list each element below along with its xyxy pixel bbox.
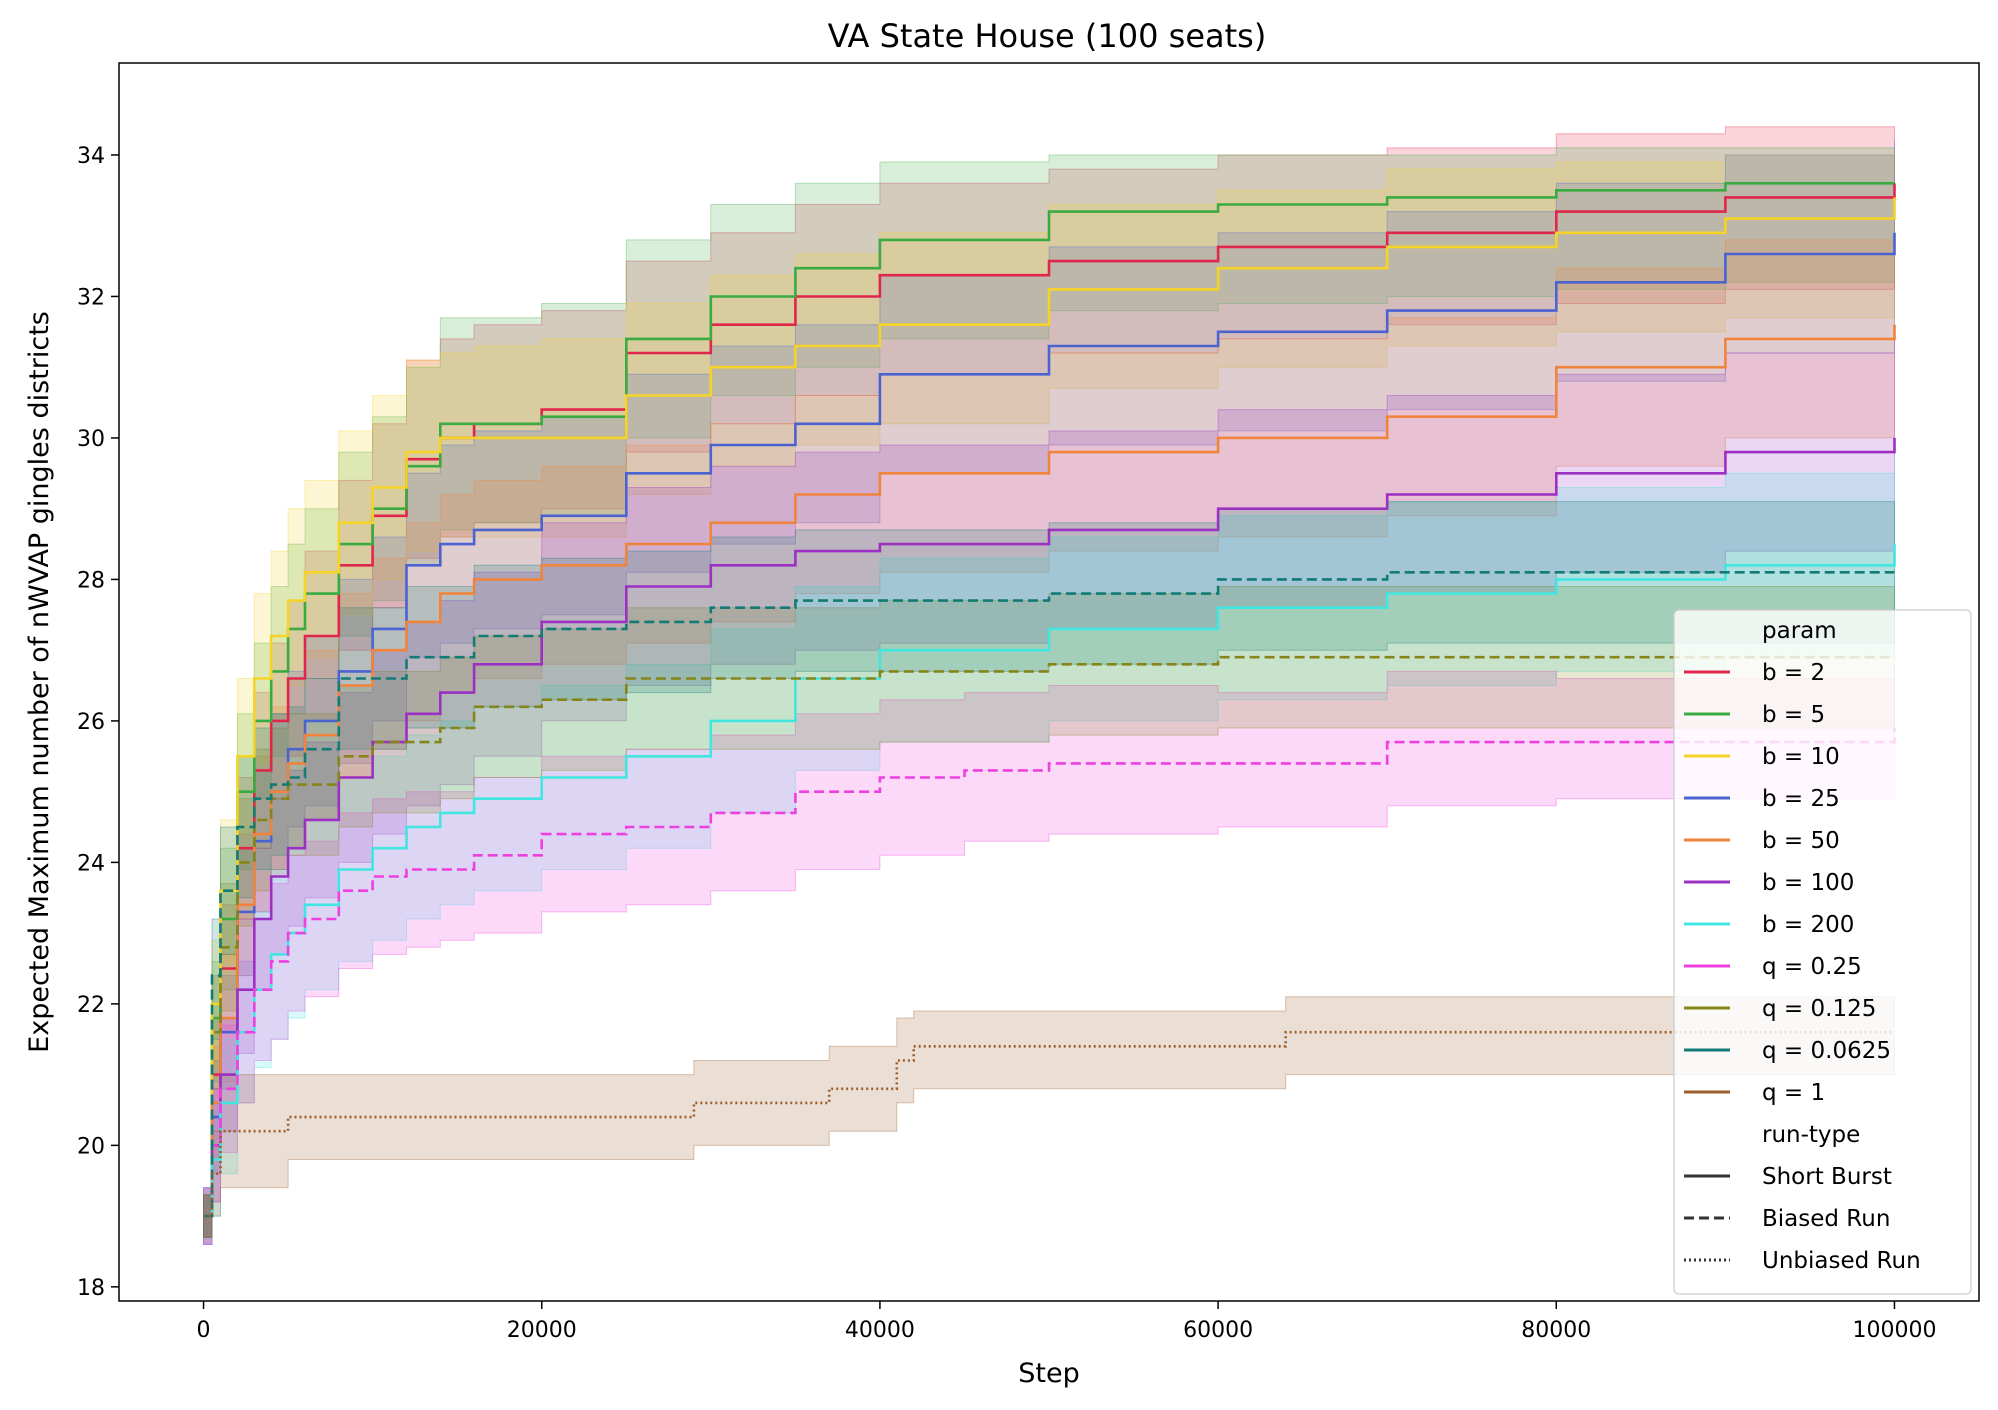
legend-label-6: b = 200 bbox=[1762, 912, 1854, 938]
y-axis: 18 20 22 24 26 28 30 32 34 bbox=[77, 144, 119, 1301]
y-tick-label-3: 24 bbox=[77, 851, 105, 876]
legend-label-4: b = 50 bbox=[1762, 828, 1840, 854]
x-tick-label-0: 0 bbox=[197, 1318, 211, 1343]
y-tick-label-5: 28 bbox=[77, 568, 105, 593]
y-tick-label-7: 32 bbox=[77, 285, 105, 310]
y-tick-label-0: 18 bbox=[77, 1276, 105, 1301]
legend-label-7: q = 0.25 bbox=[1762, 954, 1862, 980]
legend-label-1: b = 5 bbox=[1762, 702, 1825, 728]
x-tick-label-1: 20000 bbox=[507, 1318, 577, 1343]
y-axis-label: Expected Maximum number of nWVAP gingles… bbox=[24, 311, 55, 1053]
legend-title-param: param bbox=[1762, 618, 1837, 644]
y-tick-label-6: 30 bbox=[77, 427, 105, 452]
legend-label-3: b = 25 bbox=[1762, 786, 1840, 812]
series-line-8 bbox=[203, 655, 1895, 1218]
y-tick-label-4: 26 bbox=[77, 710, 105, 735]
y-tick-label-2: 22 bbox=[77, 993, 105, 1018]
legend-label-2: b = 10 bbox=[1762, 744, 1840, 770]
x-tick-label-3: 60000 bbox=[1183, 1318, 1253, 1343]
series-line-7 bbox=[203, 728, 1896, 1218]
series-line-5 bbox=[203, 437, 1896, 1218]
legend-label-0: b = 2 bbox=[1762, 660, 1825, 686]
chart-title: VA State House (100 seats) bbox=[828, 17, 1267, 55]
legend-label-10: q = 1 bbox=[1762, 1080, 1825, 1106]
y-tick-label-8: 34 bbox=[77, 144, 105, 169]
legend-label-8: q = 0.125 bbox=[1762, 996, 1876, 1022]
series-line-2 bbox=[203, 197, 1896, 1218]
x-tick-label-4: 80000 bbox=[1521, 1318, 1591, 1343]
y-tick-label-1: 20 bbox=[77, 1134, 105, 1159]
legend-label-5: b = 100 bbox=[1762, 870, 1854, 896]
legend-runtype-label-0: Short Burst bbox=[1762, 1164, 1892, 1190]
series-lines bbox=[203, 182, 1896, 1218]
legend-runtype-label-2: Unbiased Run bbox=[1762, 1248, 1921, 1274]
series-line-1 bbox=[203, 182, 1895, 1218]
legend-box bbox=[1673, 609, 1972, 1295]
x-tick-label-2: 40000 bbox=[845, 1318, 915, 1343]
legend-label-9: q = 0.0625 bbox=[1762, 1038, 1891, 1064]
legend: param b = 2 b = 5 b = 10 b = 25 b = 50 b = 100… bbox=[1673, 609, 1972, 1295]
legend-title-run-type: run-type bbox=[1762, 1122, 1860, 1148]
legend-runtype-label-1: Biased Run bbox=[1762, 1206, 1890, 1232]
x-axis: 0 20000 40000 60000 80000 100000 bbox=[197, 1301, 1936, 1343]
series-line-9 bbox=[203, 571, 1895, 1218]
x-tick-label-5: 100000 bbox=[1852, 1318, 1936, 1343]
plot-frame bbox=[118, 62, 1980, 1302]
x-axis-label: Step bbox=[1018, 1358, 1079, 1389]
series-line-10 bbox=[203, 1030, 1895, 1218]
